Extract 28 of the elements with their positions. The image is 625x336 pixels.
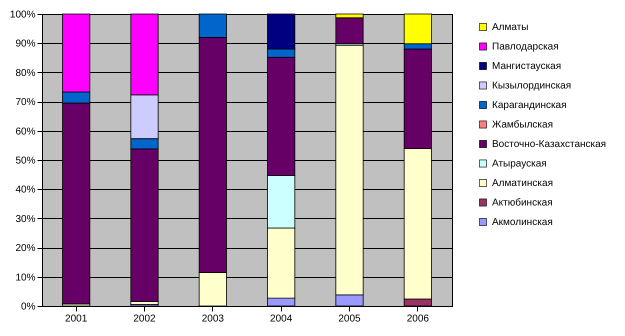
legend-label: Алматинская	[492, 178, 553, 189]
x-tick-label: 2002	[133, 314, 156, 324]
y-tick-label: 0%	[21, 302, 36, 312]
legend-label: Павлодарская	[492, 42, 559, 52]
y-tick-label: 10%	[15, 272, 36, 284]
y-tick-label: 40%	[15, 184, 36, 196]
legend-label: Акмолинская	[492, 217, 553, 228]
legend-label: Алматы	[492, 22, 528, 33]
legend-label: Карагандинская	[492, 100, 567, 111]
x-tick-label: 2006	[406, 314, 430, 324]
legend-label: Атырауская	[492, 158, 547, 170]
legend-label: Мангистауская	[492, 61, 562, 72]
legend-label: Жамбылская	[492, 120, 553, 130]
y-tick-label: 30%	[15, 214, 36, 225]
y-tick-label: 80%	[15, 68, 36, 79]
x-tick-label: 2005	[338, 314, 362, 324]
y-tick-label: 100%	[10, 10, 36, 20]
y-tick-label: 60%	[15, 126, 36, 138]
y-tick-label: 20%	[15, 243, 36, 254]
legend-label: Восточно-Казахстанская	[492, 139, 606, 150]
y-tick-label: 70%	[15, 97, 36, 108]
x-tick-label: 2004	[270, 314, 293, 324]
legend-label: Актюбинская	[492, 198, 553, 208]
y-tick-label: 50%	[15, 156, 36, 166]
y-tick-label: 90%	[15, 38, 36, 50]
x-tick-label: 2001	[65, 314, 88, 324]
x-tick-label: 2003	[202, 314, 224, 324]
legend-label: Кызылординская	[492, 80, 572, 92]
